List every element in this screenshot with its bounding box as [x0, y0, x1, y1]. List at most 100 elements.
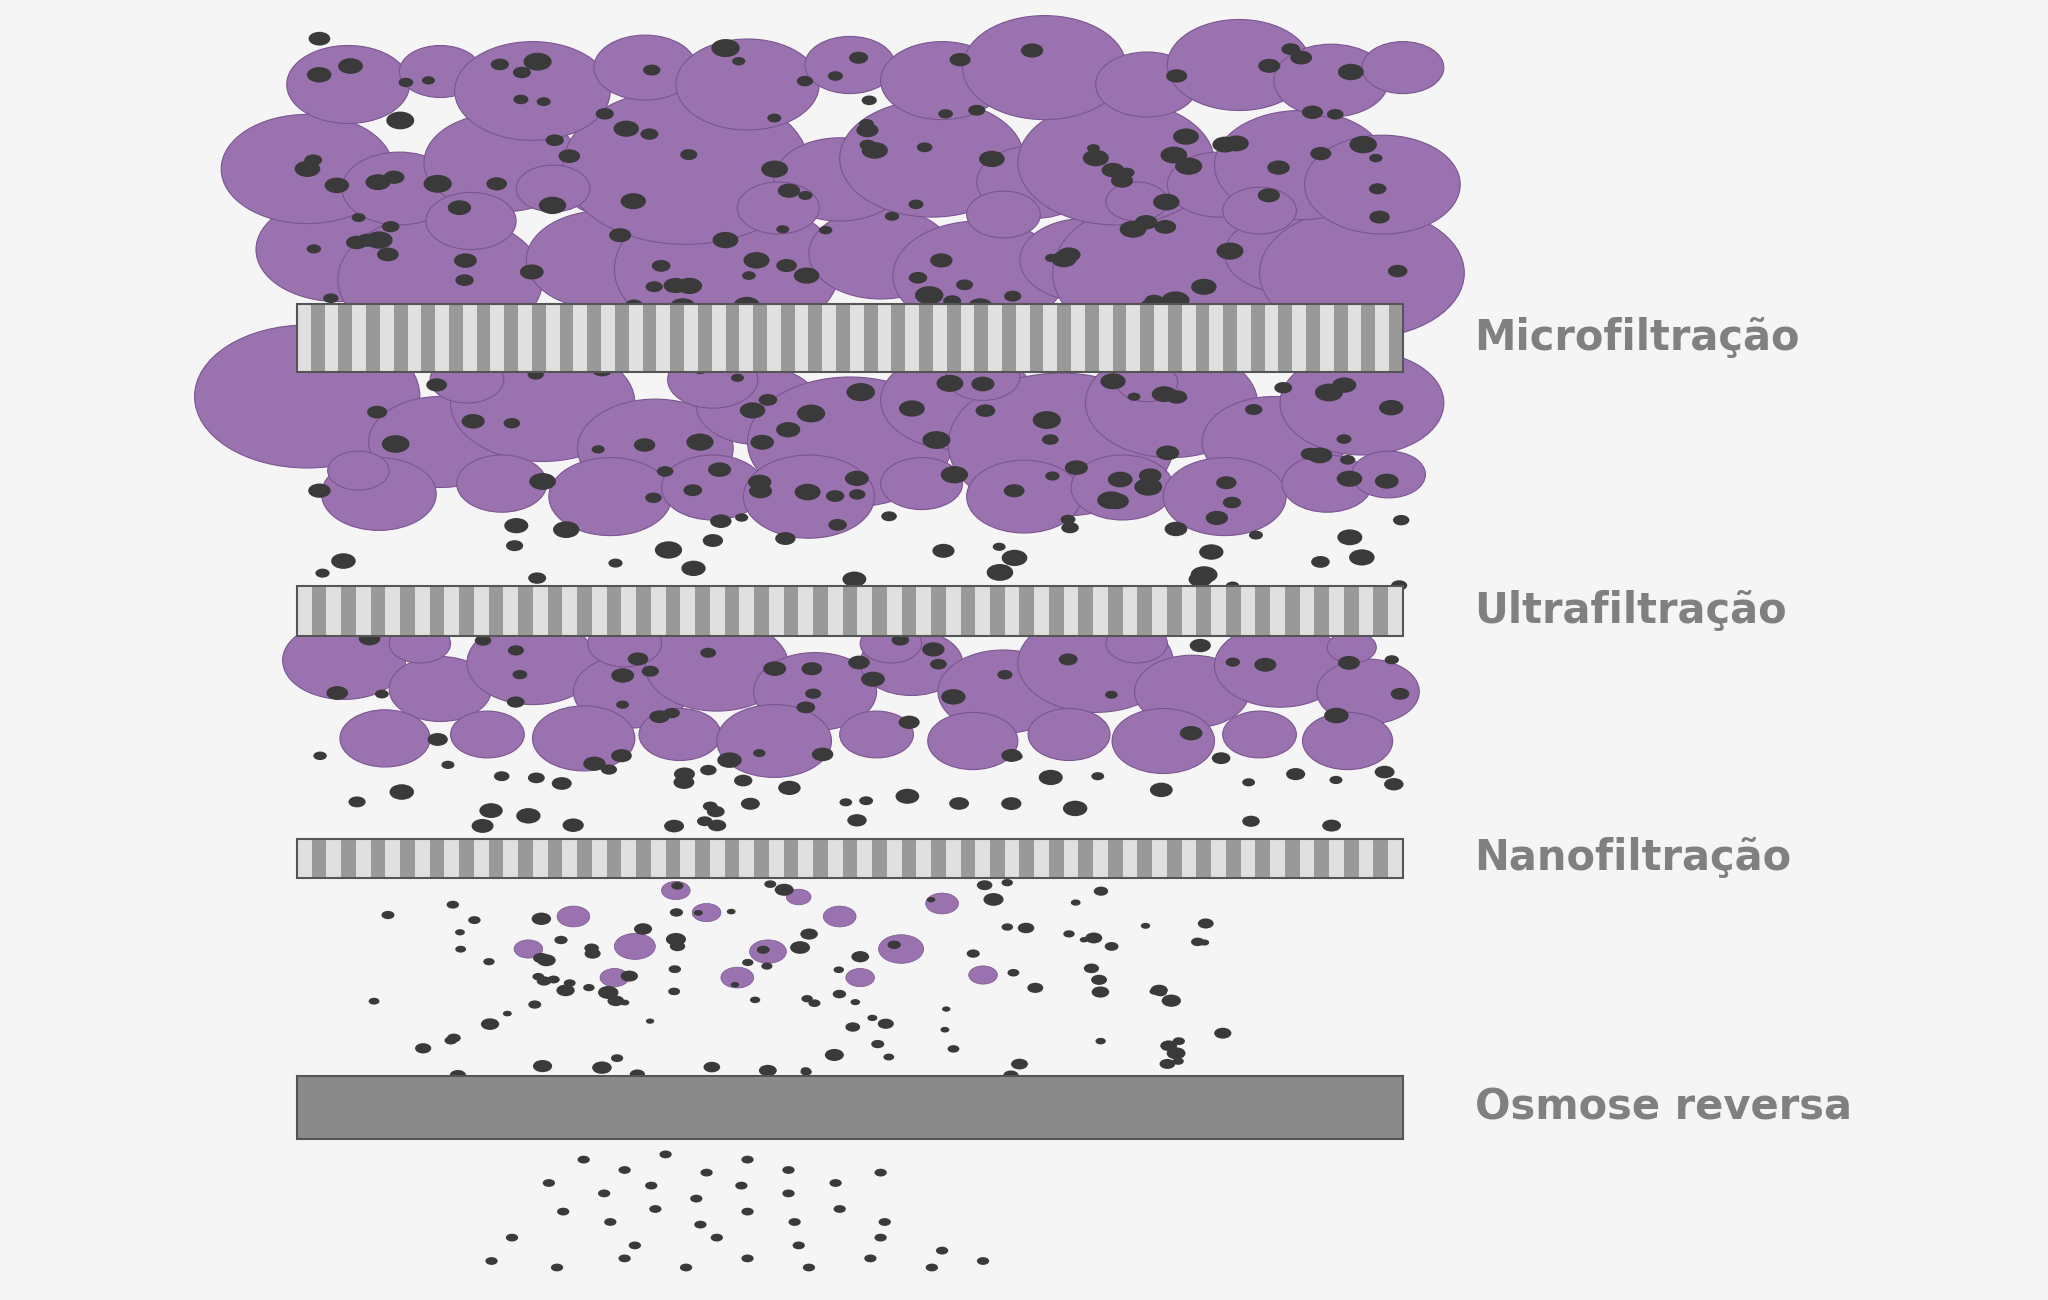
Bar — [385, 838, 399, 878]
Bar — [754, 586, 768, 636]
Circle shape — [668, 351, 758, 408]
Circle shape — [1174, 129, 1198, 144]
Bar — [643, 304, 655, 372]
Circle shape — [481, 1018, 500, 1030]
Circle shape — [649, 710, 670, 723]
Circle shape — [938, 650, 1069, 733]
Circle shape — [635, 923, 651, 935]
Bar — [518, 838, 532, 878]
Circle shape — [1042, 434, 1059, 445]
Circle shape — [1098, 491, 1124, 510]
Circle shape — [1214, 624, 1346, 707]
Circle shape — [741, 272, 756, 280]
Circle shape — [694, 910, 702, 915]
Circle shape — [748, 474, 772, 490]
Bar — [1112, 304, 1126, 372]
Bar — [444, 586, 459, 636]
Circle shape — [1268, 160, 1290, 174]
Bar — [1241, 586, 1255, 636]
Circle shape — [1176, 157, 1202, 174]
Circle shape — [365, 231, 393, 248]
Circle shape — [696, 816, 713, 827]
Bar — [754, 838, 768, 878]
Circle shape — [707, 806, 725, 818]
Circle shape — [338, 58, 362, 74]
Circle shape — [1001, 797, 1022, 810]
Circle shape — [1139, 468, 1161, 482]
Circle shape — [461, 413, 485, 429]
Circle shape — [444, 1036, 457, 1044]
Circle shape — [1370, 153, 1382, 162]
Circle shape — [668, 988, 680, 996]
Circle shape — [578, 399, 733, 498]
Circle shape — [1225, 135, 1249, 151]
Circle shape — [322, 458, 436, 530]
Circle shape — [1012, 1058, 1028, 1070]
Bar — [422, 304, 434, 372]
Circle shape — [1063, 801, 1087, 816]
Circle shape — [471, 819, 494, 833]
Circle shape — [416, 1043, 432, 1053]
Bar — [1278, 304, 1292, 372]
Circle shape — [1141, 299, 1163, 313]
Circle shape — [645, 1182, 657, 1190]
Circle shape — [741, 798, 760, 810]
Bar — [1307, 304, 1321, 372]
Circle shape — [702, 802, 717, 811]
Bar — [1034, 838, 1049, 878]
Bar — [1343, 586, 1358, 636]
Circle shape — [1165, 390, 1188, 404]
Circle shape — [711, 39, 739, 57]
Circle shape — [1059, 654, 1077, 666]
Circle shape — [641, 129, 659, 140]
Circle shape — [537, 954, 555, 966]
Bar — [850, 304, 864, 372]
Bar — [1270, 586, 1284, 636]
Circle shape — [891, 634, 909, 646]
Circle shape — [1161, 994, 1182, 1006]
Bar — [864, 304, 879, 372]
Bar — [367, 304, 381, 372]
Circle shape — [1106, 182, 1167, 221]
Circle shape — [645, 493, 662, 503]
Circle shape — [375, 690, 389, 698]
Circle shape — [909, 272, 928, 283]
Circle shape — [1180, 725, 1202, 741]
Bar — [492, 304, 504, 372]
Circle shape — [592, 1061, 612, 1074]
Circle shape — [528, 572, 547, 584]
Circle shape — [1352, 451, 1425, 498]
Bar — [578, 586, 592, 636]
Circle shape — [940, 467, 969, 484]
Bar — [356, 586, 371, 636]
Circle shape — [256, 198, 420, 302]
Circle shape — [856, 124, 879, 138]
Bar — [408, 304, 422, 372]
Bar — [694, 838, 711, 878]
Circle shape — [643, 65, 659, 75]
Bar — [430, 838, 444, 878]
Circle shape — [1155, 220, 1176, 234]
Circle shape — [664, 820, 684, 832]
Circle shape — [1118, 168, 1135, 178]
Circle shape — [635, 438, 655, 452]
Circle shape — [1079, 937, 1087, 942]
Bar — [768, 838, 784, 878]
Bar — [356, 838, 371, 878]
Circle shape — [799, 191, 813, 200]
Circle shape — [492, 58, 510, 70]
Bar — [739, 838, 754, 878]
Circle shape — [1190, 567, 1217, 584]
Bar — [449, 304, 463, 372]
Circle shape — [1174, 1058, 1184, 1065]
Circle shape — [338, 214, 543, 344]
Circle shape — [1063, 931, 1075, 937]
Circle shape — [309, 31, 330, 46]
Circle shape — [993, 542, 1006, 551]
Bar — [547, 586, 563, 636]
Bar — [1196, 304, 1208, 372]
Circle shape — [600, 764, 616, 775]
Circle shape — [1303, 712, 1393, 770]
Circle shape — [948, 797, 969, 810]
Circle shape — [1280, 351, 1444, 455]
